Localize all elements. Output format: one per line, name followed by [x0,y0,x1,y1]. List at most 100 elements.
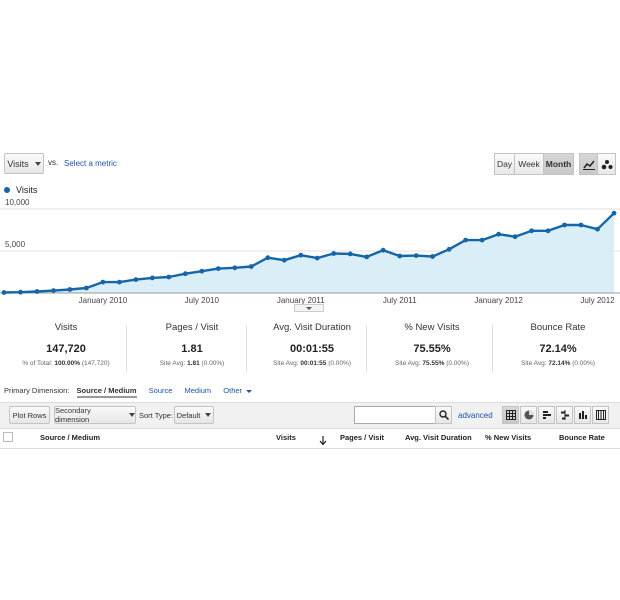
term-cloud-icon [578,411,587,419]
data-point [67,287,73,292]
metric-card: Pages / Visit 1.81 Site Avg: 1.81 (0.00%) [130,322,254,372]
visits-area [4,213,614,293]
chevron-down-icon [34,161,41,166]
dimension-medium[interactable]: Medium [184,386,212,395]
time-week-label: Week [518,159,540,169]
metric-sub-suffix: (147,720) [81,360,110,367]
dimension-source[interactable]: Source [148,386,173,395]
data-point [215,266,221,271]
metric-divider [126,325,127,372]
metric-title: Avg. Visit Duration [273,322,351,333]
table-view-data-button[interactable] [502,406,519,424]
data-point [611,210,617,216]
column-avg-visit-duration[interactable]: Avg. Visit Duration [405,433,472,442]
data-point [18,289,23,295]
table-view-term-cloud-button[interactable] [574,406,591,424]
data-point [265,255,271,261]
bubble-chart-icon [601,159,612,169]
column-bounce-rate[interactable]: Bounce Rate [559,433,605,442]
collapse-caret-icon [306,306,312,310]
chevron-down-icon [246,389,253,393]
dimension-other[interactable]: Other [223,386,253,395]
vs-label: vs. [48,158,59,167]
time-month-button[interactable]: Month [543,153,574,175]
data-point [496,231,501,237]
metric-value: 00:01:55 [289,343,335,355]
visits-chart: 10,000 5,000 January 2010 July 2010 January … [0,198,620,305]
chart-collapse-handle[interactable] [294,304,324,312]
line-chart-icon [582,160,595,170]
legend-dot-icon [4,187,10,193]
metric-dropdown[interactable]: Visits [4,153,44,174]
metric-title: % New Visits [404,322,460,333]
chart-legend: Visits [4,185,37,195]
data-point [413,253,419,258]
data-point [183,271,188,277]
table-search-input[interactable] [354,406,436,424]
metric-sub: Site Avg: 72.14% (0.00%) [496,360,620,367]
column-pages-per-visit[interactable]: Pages / Visit [340,433,385,442]
search-icon [438,410,449,420]
data-point [100,279,106,285]
table-view-comparison-button[interactable] [556,406,573,424]
metric-sub: Site Avg: 1.81 (0.00%) [130,360,254,367]
time-week-button[interactable]: Week [514,153,544,175]
motion-chart-view-button[interactable] [597,153,616,175]
data-point [512,234,518,240]
visits-line [3,212,615,294]
sort-type-label: Sort Type: [139,411,174,420]
secondary-dimension-dropdown[interactable]: Secondary dimension [54,406,136,424]
metric-sub-value: 00:01:55 [300,360,327,367]
comparison-icon [560,410,569,420]
data-point [199,268,205,274]
table-view-pie-button[interactable] [520,406,537,424]
x-tick-label: July 2010 [185,296,220,305]
metric-title: Bounce Rate [530,322,586,333]
primary-dimension-row: Primary Dimension: Source / Medium Sourc… [4,386,253,398]
data-point [347,251,353,257]
select-all-checkbox[interactable] [3,432,13,442]
time-day-label: Day [496,159,513,169]
metric-divider [366,325,367,372]
data-point [545,228,551,234]
sort-type-dropdown[interactable]: Default [174,406,214,424]
data-point [117,279,122,285]
select-metric-link[interactable]: Select a metric [64,159,117,168]
metric-sub-prefix: Site Avg: [159,360,186,367]
advanced-filter-link[interactable]: advanced [458,411,493,420]
time-day-button[interactable]: Day [494,153,515,175]
table-header-divider [0,448,620,449]
data-point [479,237,485,243]
dimension-source-medium[interactable]: Source / Medium [76,386,137,398]
column-source-medium[interactable]: Source / Medium [40,433,101,442]
x-tick-label: January 2012 [474,296,523,305]
plot-rows-button[interactable]: Plot Rows [9,406,50,424]
search-button[interactable] [435,406,452,424]
x-tick-label: July 2012 [580,296,615,305]
metric-card: Avg. Visit Duration 00:01:55 Site Avg: 00:… [250,322,374,372]
dimension-other-label: Other [223,386,243,395]
data-point [1,290,7,295]
y-tick-label: 5,000 [5,240,26,249]
column-visits[interactable]: Visits [276,433,296,442]
sort-descending-icon[interactable] [319,432,327,450]
chevron-down-icon [205,413,212,417]
metric-sub-prefix: % of Total: [22,360,53,367]
line-chart-view-button[interactable] [579,153,598,175]
table-view-pivot-button[interactable] [592,406,609,424]
primary-dimension-label: Primary Dimension: [4,386,70,395]
secondary-dimension-label: Secondary dimension [55,406,91,424]
metric-divider [246,325,247,372]
metric-title: Pages / Visit [165,322,219,333]
data-point [166,274,172,280]
metric-card: Bounce Rate 72.14% Site Avg: 72.14% (0.00%… [496,322,620,372]
column-new-visits[interactable]: % New Visits [485,433,532,442]
data-point [281,257,287,263]
metric-dropdown-label: Visits [7,158,29,169]
table-view-performance-button[interactable] [538,406,555,424]
data-point [562,222,567,228]
legend-series-label: Visits [16,185,38,195]
data-point [51,288,56,293]
x-tick-label: January 2011 [277,296,325,305]
metric-card: Visits 147,720 % of Total: 100.00% (147,72… [4,322,128,372]
